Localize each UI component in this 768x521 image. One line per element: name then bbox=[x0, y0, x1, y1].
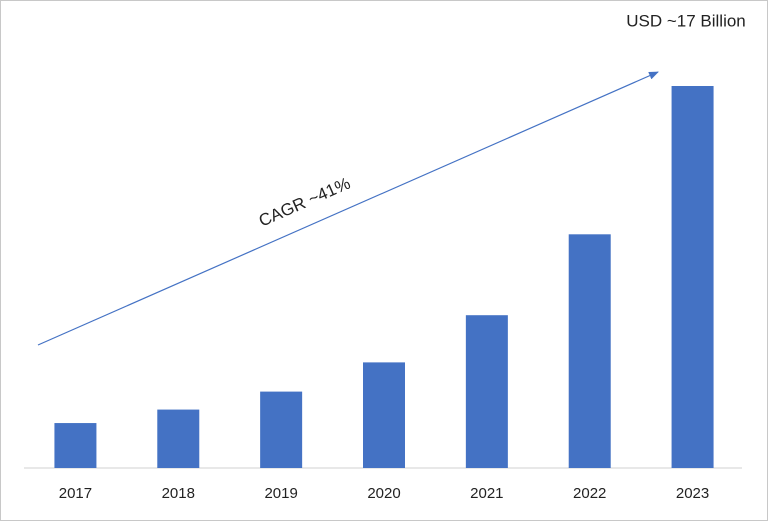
bar bbox=[260, 391, 303, 468]
bar bbox=[671, 86, 714, 468]
bar bbox=[363, 362, 405, 468]
bar bbox=[465, 315, 508, 468]
x-tick-label: 2019 bbox=[264, 485, 297, 502]
x-tick-label: 2018 bbox=[162, 485, 195, 502]
x-tick-label: 2023 bbox=[676, 485, 709, 502]
bar bbox=[54, 423, 97, 468]
x-tick-label: 2020 bbox=[367, 485, 400, 502]
bar bbox=[157, 409, 200, 468]
x-tick-label: 2017 bbox=[59, 485, 92, 502]
bar bbox=[568, 234, 611, 468]
x-tick-label: 2021 bbox=[470, 485, 503, 502]
trend-arrow bbox=[37, 71, 659, 346]
value-label: USD ~17 Billion bbox=[626, 11, 746, 30]
x-tick-label: 2022 bbox=[573, 485, 606, 502]
